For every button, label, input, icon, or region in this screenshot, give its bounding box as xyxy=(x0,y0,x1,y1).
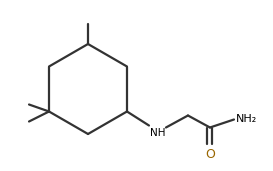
Text: NH₂: NH₂ xyxy=(236,115,257,124)
Text: O: O xyxy=(205,148,215,161)
Text: NH: NH xyxy=(150,128,165,139)
